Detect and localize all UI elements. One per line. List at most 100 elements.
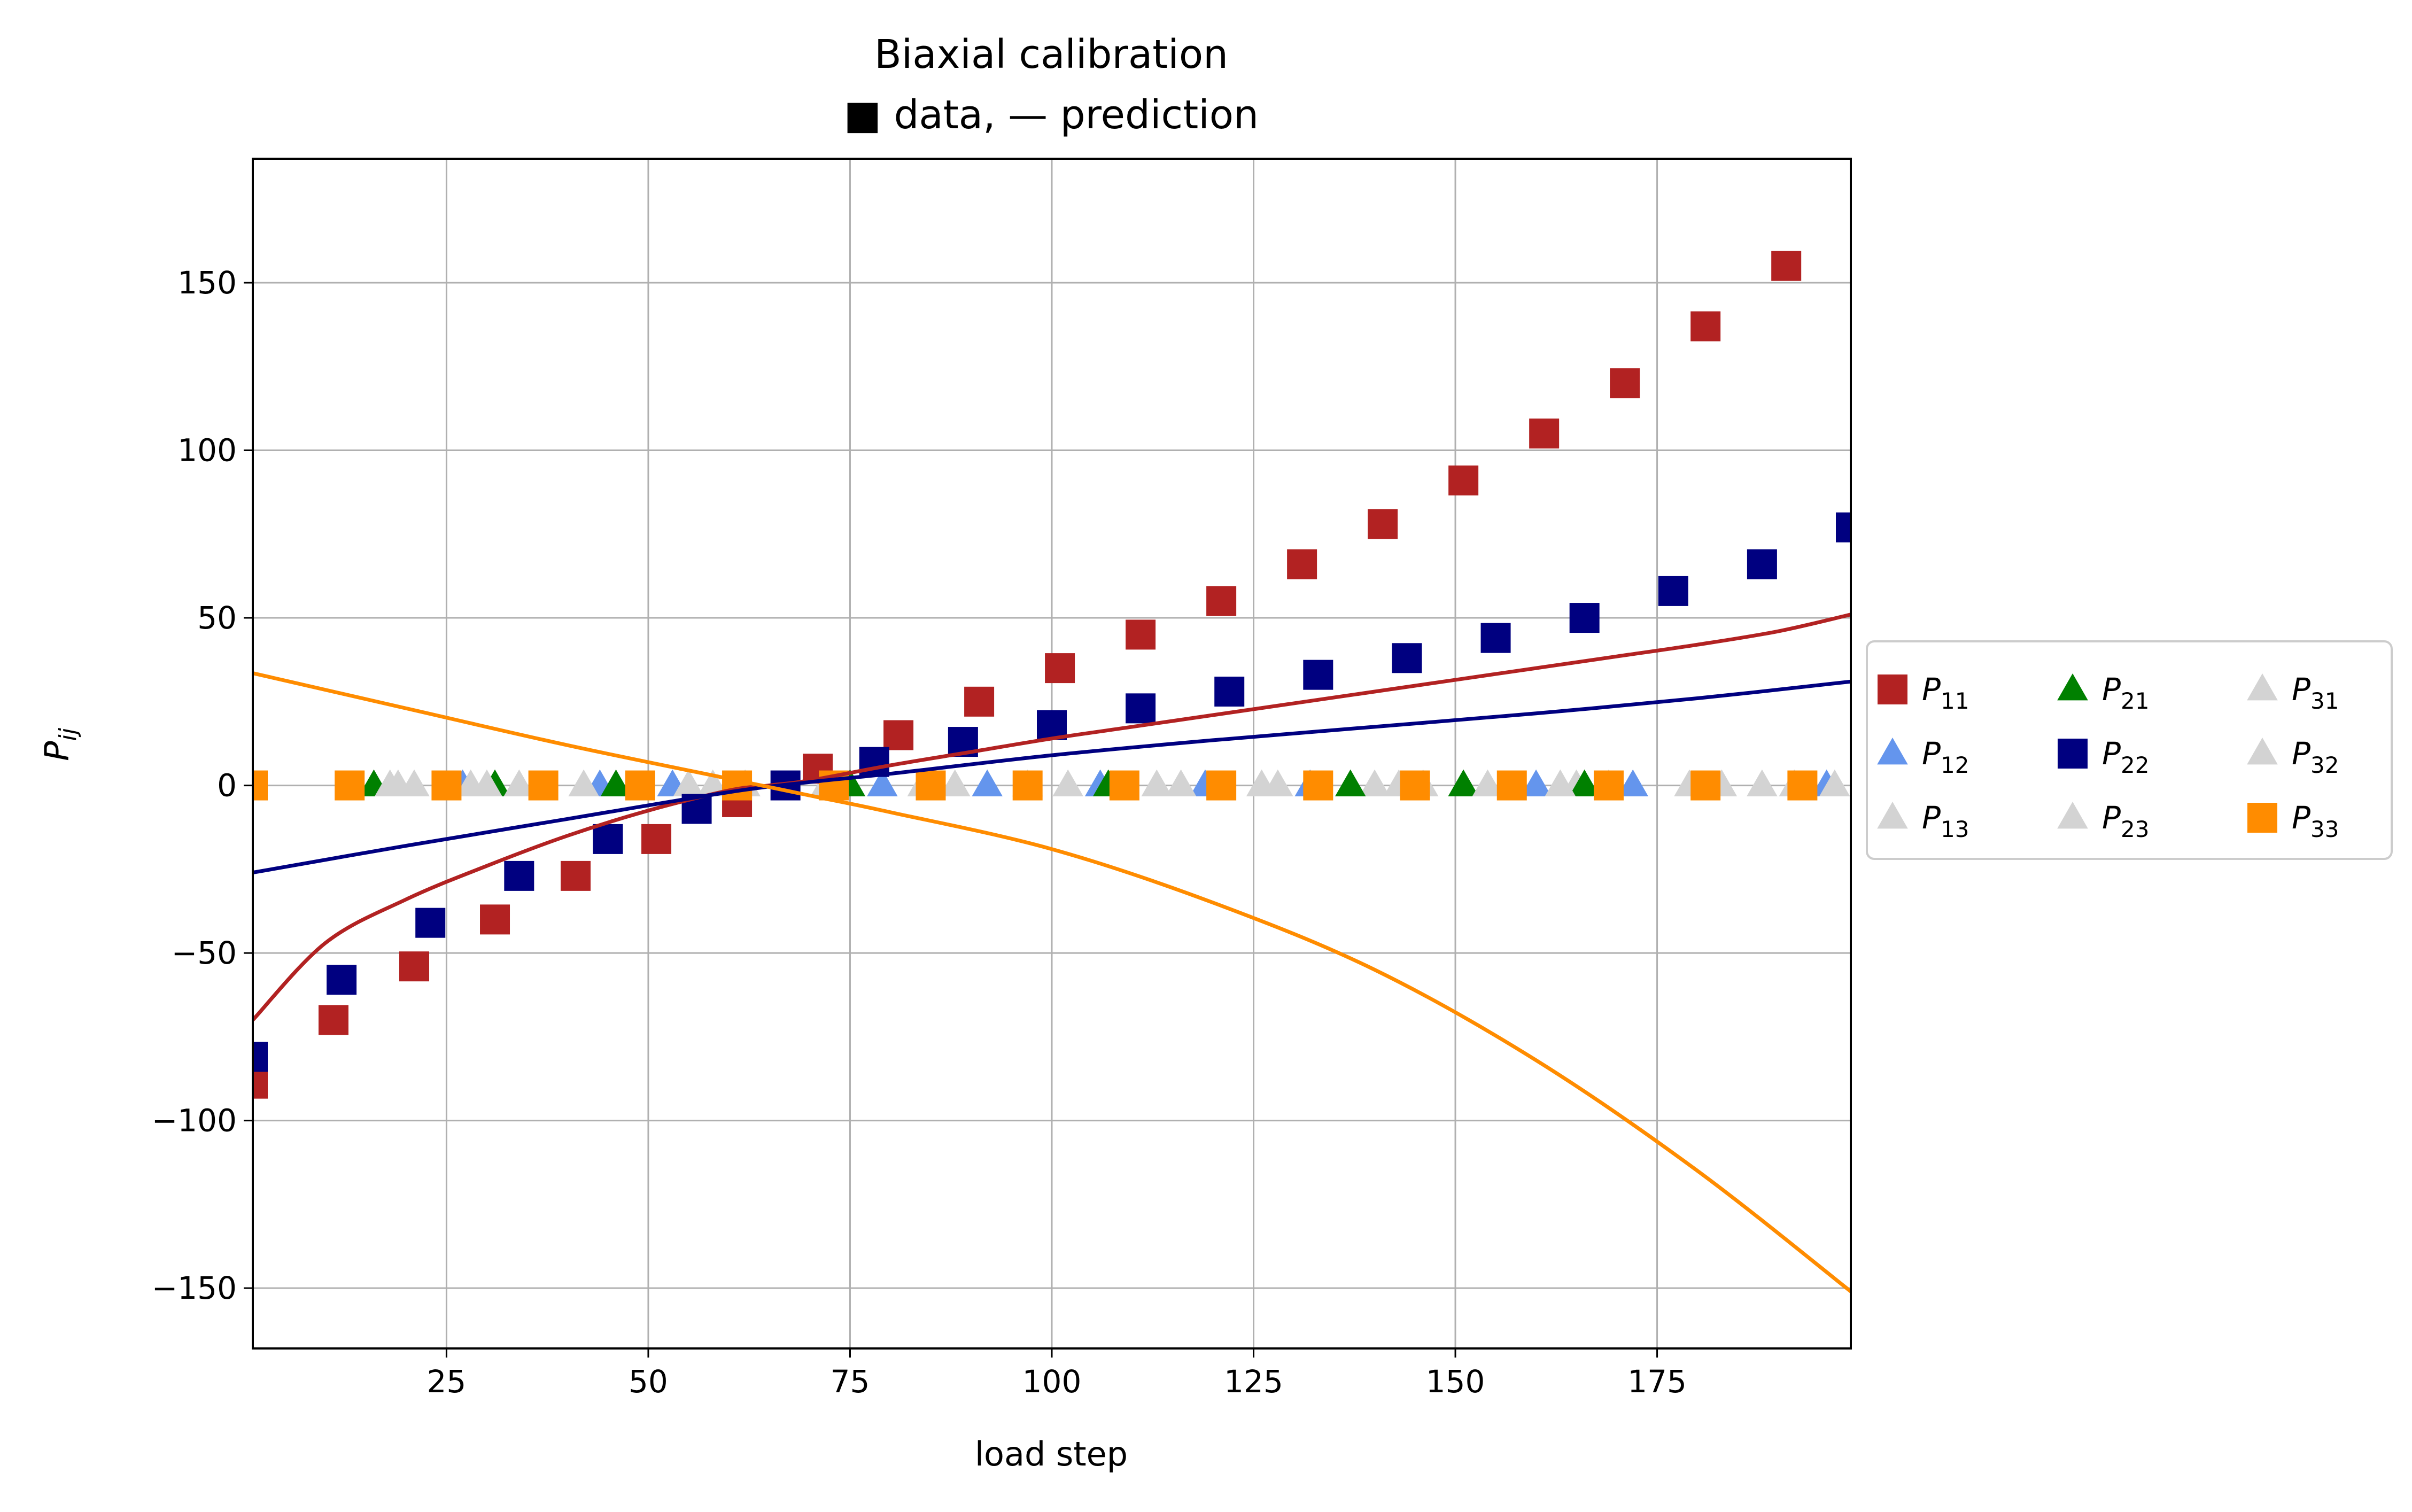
data-point-P33	[625, 770, 655, 801]
data-point-P23	[399, 769, 430, 796]
data-point-P11	[1206, 586, 1237, 616]
data-point-P13	[1359, 769, 1390, 796]
legend-marker-P32	[2247, 738, 2278, 765]
legend-marker-P13	[1877, 802, 1908, 829]
data-point-P11	[561, 860, 591, 891]
data-point-P33	[253, 770, 268, 801]
data-point-P22	[1392, 643, 1422, 673]
x-axis-label: load step	[975, 1435, 1128, 1474]
legend-marker-P11	[1878, 674, 1907, 704]
data-point-P11	[253, 1068, 268, 1099]
data-point-P12	[1521, 769, 1552, 796]
data-point-P11	[1610, 368, 1640, 399]
x-tick-label: 25	[427, 1363, 467, 1400]
data-point-P13	[673, 769, 704, 796]
data-point-P11	[1448, 465, 1479, 495]
y-axis-ticks: −150 −100 −50 0 50 100 150	[152, 265, 253, 1306]
data-point-P22	[1836, 512, 1851, 542]
legend-marker-P31	[2247, 673, 2278, 701]
legend-marker-P21	[2057, 673, 2088, 701]
y-tick-label: −50	[172, 935, 237, 971]
data-point-P12	[867, 769, 898, 796]
data-point-P22	[1037, 710, 1067, 740]
data-point-P11	[1771, 251, 1802, 281]
data-point-P22	[253, 1042, 268, 1072]
data-point-P32	[1165, 769, 1197, 796]
legend-marker-P33	[2247, 803, 2277, 833]
x-tick-label: 150	[1426, 1363, 1485, 1400]
data-point-P33	[916, 770, 946, 801]
data-point-P33	[1496, 770, 1527, 801]
data-point-P32	[939, 769, 971, 796]
data-point-P11	[1287, 549, 1317, 579]
data-point-P13	[1141, 769, 1173, 796]
legend: P11 P12 P13 P21 P22 P23 P31 P32 P33	[1866, 640, 2393, 860]
data-point-P22	[593, 824, 623, 854]
x-tick-label: 175	[1627, 1363, 1687, 1400]
data-point-P22	[1126, 693, 1156, 724]
data-point-P33	[1109, 770, 1139, 801]
chart-title: Biaxial calibration	[874, 32, 1228, 77]
data-point-P33	[1303, 770, 1333, 801]
data-point-P11	[480, 904, 510, 935]
legend-label-P11: P11	[1922, 671, 1969, 714]
data-point-P33	[1400, 770, 1430, 801]
series-P33	[253, 770, 1818, 801]
data-point-P22	[327, 965, 357, 995]
data-point-P23	[1819, 769, 1850, 796]
x-tick-label: 125	[1224, 1363, 1283, 1400]
data-point-P33	[335, 770, 365, 801]
data-point-P33	[528, 770, 559, 801]
data-point-P11	[1690, 311, 1721, 342]
y-tick-label: 0	[217, 767, 237, 804]
chart-subtitle: ■ data, — prediction	[844, 92, 1259, 138]
data-point-P13	[1747, 769, 1778, 796]
data-point-P33	[1787, 770, 1818, 801]
y-tick-label: −150	[152, 1270, 237, 1306]
data-point-P31	[1545, 769, 1576, 796]
data-point-P11	[1368, 509, 1398, 539]
legend-marker-P23	[2057, 802, 2088, 829]
data-point-P31	[1246, 769, 1277, 796]
data-point-P11	[1126, 619, 1156, 650]
data-point-P11	[1045, 653, 1075, 684]
data-point-P22	[504, 860, 534, 891]
data-point-P22	[1747, 549, 1777, 579]
data-point-P33	[1206, 770, 1237, 801]
x-tick-label: 75	[831, 1363, 870, 1400]
data-point-P22	[1303, 660, 1333, 690]
data-point-P22	[415, 908, 446, 938]
data-point-P11	[399, 951, 430, 982]
data-point-P21	[1335, 769, 1366, 796]
data-point-P12	[972, 769, 1003, 796]
data-point-P22	[1569, 603, 1600, 633]
prediction-lines	[253, 612, 1851, 1293]
data-point-P22	[1658, 576, 1688, 606]
legend-label-P21: P21	[2102, 671, 2149, 714]
data-point-P23	[1472, 769, 1503, 796]
data-point-P11	[319, 1005, 349, 1035]
y-tick-label: −100	[152, 1103, 237, 1139]
data-point-P32	[697, 769, 728, 796]
data-point-P33	[1690, 770, 1721, 801]
data-point-P31	[374, 769, 406, 796]
data-point-P21	[1569, 769, 1600, 796]
data-point-P11	[641, 824, 672, 854]
y-tick-label: 150	[177, 265, 237, 301]
data-point-P33	[1012, 770, 1043, 801]
legend-label-P32: P32	[2292, 735, 2339, 778]
legend-label-P33: P33	[2292, 800, 2339, 842]
data-point-P32	[471, 769, 502, 796]
legend-label-P23: P23	[2102, 800, 2149, 842]
legend-label-P31: P31	[2292, 671, 2339, 714]
legend-label-P22: P22	[2102, 735, 2149, 778]
x-tick-label: 50	[629, 1363, 668, 1400]
x-axis-ticks: 25 50 75 100 125 150 175	[427, 1348, 1687, 1400]
data-point-P21	[600, 769, 632, 796]
data-point-P31	[1052, 769, 1084, 796]
plot-frame	[252, 158, 1852, 1350]
prediction-line-P11	[253, 612, 1851, 1021]
data-point-P33	[722, 770, 753, 801]
data-point-P22	[1480, 623, 1511, 653]
